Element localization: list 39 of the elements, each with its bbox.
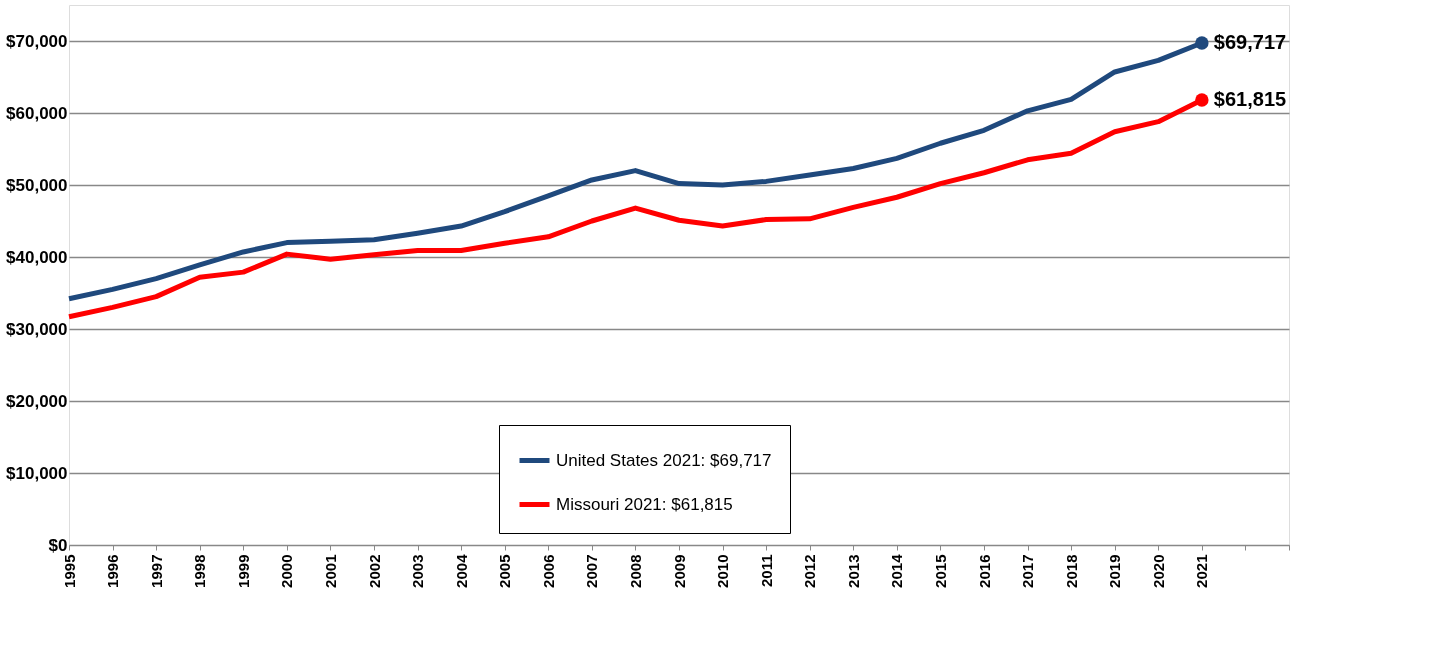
x-tick-label: 1999 [234,554,252,588]
x-tick-label: 2015 [931,554,949,588]
x-tick-label: 2016 [975,554,993,588]
legend-label: Missouri 2021: $61,815 [556,494,733,514]
x-tick-label: 2002 [365,554,383,588]
y-tick-label: $60,000 [6,103,68,123]
y-tick-label: $70,000 [6,31,68,51]
legend-label: United States 2021: $69,717 [556,450,772,470]
x-tick-label: 2012 [801,554,819,588]
x-tick-label: 1997 [147,554,165,588]
x-tick-label: 1998 [191,554,209,588]
x-tick-label: 1995 [60,554,78,588]
x-tick-label: 2014 [888,553,906,588]
x-tick-label: 2001 [321,554,339,588]
x-tick-label: 2004 [452,553,470,588]
x-tick-label: 2008 [626,554,644,588]
data-label: $61,815 [1213,87,1287,110]
data-label: $69,717 [1213,31,1287,54]
x-tick-label: 2010 [714,554,732,588]
y-tick-label: $30,000 [6,319,68,339]
x-tick-label: 2018 [1062,554,1080,588]
x-tick-label: 2000 [278,554,296,588]
x-tick-label: 2021 [1193,554,1211,588]
x-tick-label: 1996 [104,554,122,588]
x-tick-label: 2003 [409,554,427,588]
y-tick-label: $0 [48,535,68,555]
x-tick-label: 2006 [539,554,557,588]
y-tick-label: $20,000 [6,391,68,411]
x-tick-label: 2019 [1106,554,1124,588]
y-tick-label: $40,000 [6,247,68,267]
x-tick-label: 2020 [1149,554,1167,588]
x-tick-label: 2005 [496,554,514,588]
x-tick-label: 2013 [844,554,862,588]
y-tick-label: $10,000 [6,463,68,483]
x-tick-label: 2007 [583,554,601,588]
y-tick-label: $50,000 [6,175,68,195]
x-tick-label: 2009 [670,554,688,588]
x-tick-label: 2011 [757,554,775,588]
x-tick-label: 2017 [1019,554,1037,588]
